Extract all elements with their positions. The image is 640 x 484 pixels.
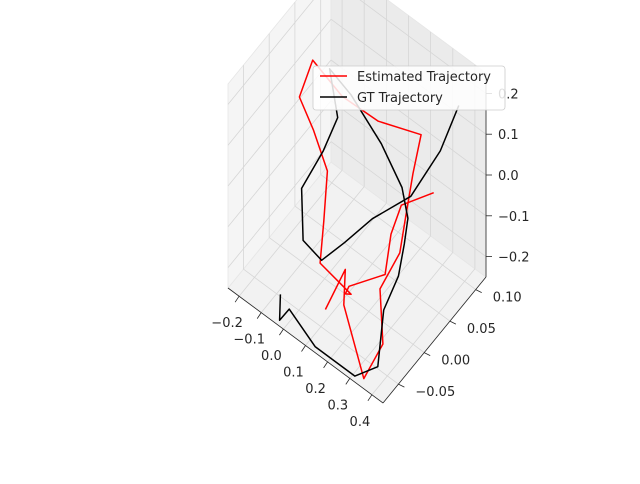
- grid-z-left: [227, 0, 314, 105]
- y-axis-tick-label: −0.05: [415, 385, 455, 400]
- grid-y-floor: [320, 174, 476, 290]
- axes-lines: [227, 73, 492, 404]
- grid-x-floor: [238, 169, 343, 297]
- y-axis-tick: [475, 289, 482, 293]
- grid-z-back: [330, 100, 487, 217]
- x-axis-tick: [301, 345, 306, 352]
- x-axis-tick: [367, 394, 373, 402]
- x-axis-tick-label: 0.0: [261, 349, 282, 364]
- legend-label-estimated: Estimated Trajectory: [357, 70, 491, 85]
- y-axis-tick-label: 0.00: [441, 354, 470, 369]
- z-axis-tick-label: 0.0: [498, 169, 519, 184]
- x-axis-tick: [256, 312, 262, 319]
- grid-x-floor: [349, 252, 454, 379]
- x-axis-tick-label: 0.3: [327, 398, 348, 413]
- grid-z-left: [227, 18, 332, 146]
- grid-y-floor: [294, 205, 451, 322]
- x-axis-tick-label: −0.2: [211, 316, 243, 331]
- grid-y-floor: [243, 268, 399, 385]
- grid-x-floor: [371, 268, 476, 396]
- y-axis-line: [382, 276, 487, 404]
- grid-z-left: [227, 141, 332, 268]
- x-axis-tick-label: 0.1: [283, 366, 304, 381]
- y-axis-tick-label: 0.05: [467, 322, 496, 337]
- y-axis-tick-label: 0.10: [493, 291, 522, 306]
- series-line-estimated: [298, 59, 434, 380]
- legend: Estimated Trajectory GT Trajectory: [312, 65, 506, 111]
- z-axis-tick-label: −0.2: [498, 251, 530, 266]
- grid-x-floor: [327, 235, 431, 363]
- legend-label-gt: GT Trajectory: [357, 91, 443, 106]
- y-axis-tick: [449, 320, 457, 325]
- series-lines: [278, 59, 460, 380]
- grid-z-left: [227, 100, 332, 228]
- grid-y-floor: [268, 237, 425, 353]
- legend-frame: [312, 65, 506, 111]
- axes-grid: [227, 0, 487, 396]
- x-axis-tick: [279, 328, 284, 336]
- grid-x-floor: [260, 186, 365, 313]
- series-line-gt: [278, 68, 460, 377]
- x-axis-tick-label: −0.1: [233, 333, 265, 348]
- grid-x-floor: [305, 219, 409, 346]
- y-axis-tick: [398, 383, 405, 388]
- x-axis-tick: [345, 378, 351, 385]
- x-axis-tick-label: 0.2: [305, 382, 326, 397]
- y-axis-tick: [424, 352, 431, 356]
- z-axis-tick-label: −0.1: [498, 210, 530, 225]
- z-axis-tick-label: 0.1: [498, 128, 519, 143]
- left-pane: [227, 0, 332, 290]
- x-axis-tick: [234, 295, 240, 303]
- grid-x-floor: [283, 202, 387, 330]
- x-axis-tick: [323, 361, 328, 369]
- x-axis-tick-label: 0.4: [350, 415, 371, 430]
- tick-labels: −0.2−0.10.00.10.20.30.4−0.050.000.050.10…: [211, 87, 529, 429]
